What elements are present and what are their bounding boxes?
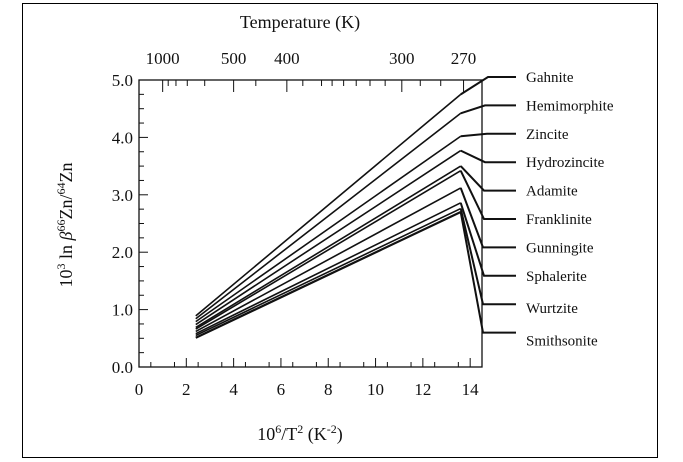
legend-label-hydrozincite: Hydrozincite xyxy=(526,155,605,171)
x-tick-label: 14 xyxy=(462,380,480,399)
legend-label-gahnite: Gahnite xyxy=(526,70,574,86)
x-tick-label: 10 xyxy=(367,380,384,399)
y-axis-title-s2: 66 xyxy=(54,220,68,232)
y-tick-label: 4.0 xyxy=(112,128,133,147)
series-line-wurtzite xyxy=(195,207,462,337)
legend-leader-hydrozincite xyxy=(460,149,516,164)
legend-label-gunningite: Gunningite xyxy=(526,240,594,256)
x-axis-title: 106/T2 (K-2) xyxy=(257,422,343,445)
x-axis-title-unit-close: ) xyxy=(337,424,343,445)
legend-label-sphalerite: Sphalerite xyxy=(526,269,587,285)
legend-leader-hemimorphite xyxy=(460,104,516,115)
x-axis-title-base: 10 xyxy=(257,424,275,444)
legend-leader-zincite xyxy=(460,132,516,138)
x-tick-label: 8 xyxy=(324,380,333,399)
legend-leader-adamite xyxy=(459,165,516,192)
legend-layer: Gahnite Hemimorphite Zincite Hydrozincite Ad… xyxy=(459,70,614,350)
series-line-hemimorphite xyxy=(195,112,462,320)
x-axis-title-sup1: 6 xyxy=(275,422,281,436)
legend-leader-wurtzite xyxy=(459,208,516,306)
y-axis-title-p5: Zn xyxy=(56,163,76,183)
series-layer xyxy=(195,93,462,339)
series-line-hydrozincite xyxy=(195,149,462,326)
x-tick-label: 4 xyxy=(229,380,238,399)
y-tick-label: 1.0 xyxy=(112,301,133,320)
x-tick-label: 6 xyxy=(277,380,286,399)
y-tick-label: 3.0 xyxy=(112,186,133,205)
series-line-sphalerite xyxy=(195,202,462,335)
tick-layer: 0 2 4 6 8 10 12 14 0.0 1.0 2.0 3.0 4.0 5.0 1000 500 400 3… xyxy=(112,49,479,399)
top-tick-label: 1000 xyxy=(146,49,180,68)
y-tick-label: 0.0 xyxy=(112,358,133,377)
legend-label-wurtzite: Wurtzite xyxy=(526,301,578,317)
series-line-gunningite xyxy=(195,187,462,333)
top-axis-title: Temperature (K) xyxy=(240,12,360,33)
series-line-zincite xyxy=(195,135,462,323)
legend-label-smithsonite: Smithsonite xyxy=(526,334,598,350)
legend-leader-franklinite xyxy=(459,170,516,220)
y-tick-label: 2.0 xyxy=(112,243,133,262)
x-axis-title-unit-open: (K xyxy=(303,424,327,445)
x-axis-title-sup2: 2 xyxy=(297,422,303,436)
x-axis-title-sup3: -2 xyxy=(327,422,337,436)
legend-leader-sphalerite xyxy=(459,202,516,277)
legend-leader-gunningite xyxy=(459,187,516,249)
top-tick-label: 300 xyxy=(389,49,415,68)
y-axis-title: 103 ln β66Zn/64Zn xyxy=(54,163,76,288)
top-tick-label: 500 xyxy=(221,49,247,68)
top-tick-label: 400 xyxy=(274,49,300,68)
legend-label-adamite: Adamite xyxy=(526,184,578,200)
legend-label-hemimorphite: Hemimorphite xyxy=(526,98,614,114)
y-axis-title-p2: ln xyxy=(56,240,76,263)
y-axis-title-p4: Zn/ xyxy=(56,195,76,220)
x-tick-label: 2 xyxy=(182,380,191,399)
series-line-gahnite xyxy=(195,93,462,317)
series-line-franklinite xyxy=(195,170,462,330)
y-axis-title-s1: 3 xyxy=(54,263,68,269)
top-tick-label: 270 xyxy=(451,49,477,68)
legend-label-franklinite: Franklinite xyxy=(526,212,592,228)
y-axis-title-p1: 10 xyxy=(56,269,76,287)
series-line-adamite xyxy=(195,165,462,329)
legend-leader-smithsonite xyxy=(459,211,516,334)
y-tick-label: 5.0 xyxy=(112,71,133,90)
x-tick-label: 12 xyxy=(414,380,431,399)
series-line-smithsonite xyxy=(195,211,462,339)
y-axis-title-beta: β xyxy=(56,231,76,241)
x-tick-label: 0 xyxy=(135,380,144,399)
legend-label-zincite: Zincite xyxy=(526,127,569,143)
y-axis-title-s3: 64 xyxy=(54,183,68,195)
legend-leader-gahnite xyxy=(460,76,516,96)
x-axis-title-mid: /T xyxy=(281,424,297,444)
